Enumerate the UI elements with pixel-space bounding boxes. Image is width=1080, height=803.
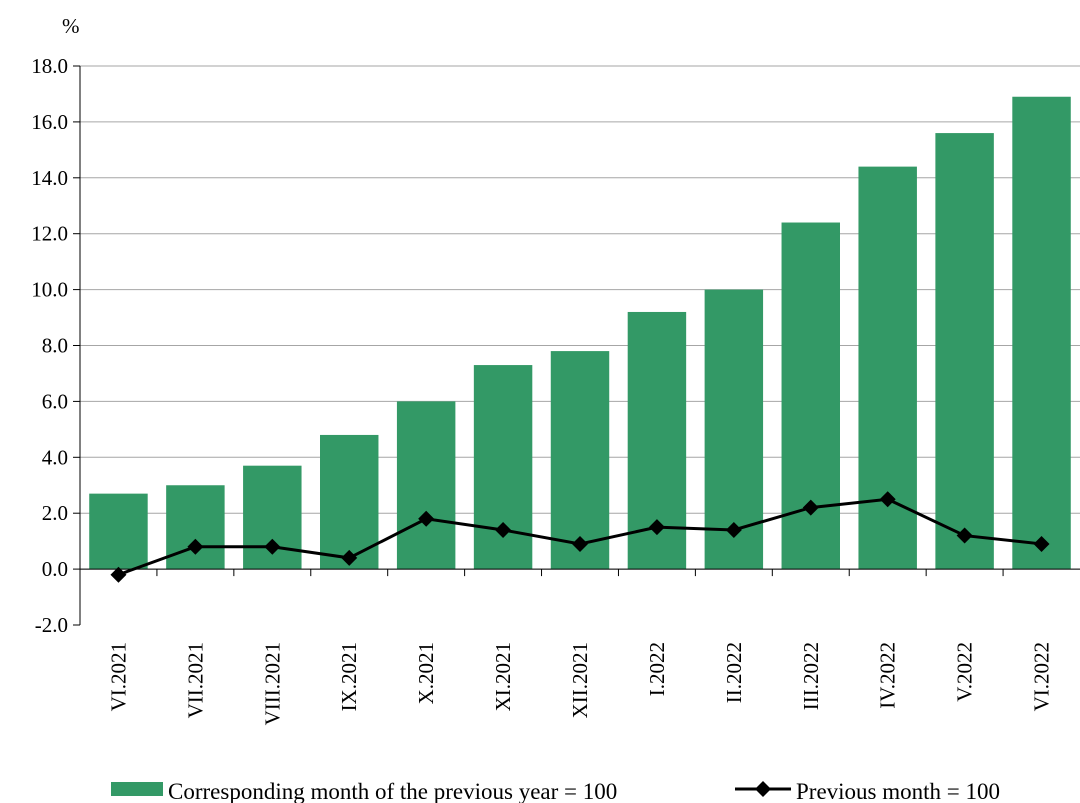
line-point bbox=[110, 566, 127, 583]
bar bbox=[550, 351, 610, 570]
y-tick-label: 14.0 bbox=[31, 166, 68, 190]
x-tick-label: VIII.2021 bbox=[260, 642, 284, 725]
y-tick-label: 16.0 bbox=[31, 110, 68, 134]
line-point bbox=[418, 510, 435, 527]
legend-bar-swatch bbox=[111, 782, 163, 796]
x-tick-label: I.2022 bbox=[645, 642, 669, 696]
y-tick-label: -2.0 bbox=[35, 613, 68, 637]
line-point bbox=[1033, 535, 1050, 552]
line-point bbox=[341, 549, 358, 566]
line-point bbox=[802, 499, 819, 516]
axes bbox=[79, 66, 1080, 625]
legend: Corresponding month of the previous year… bbox=[111, 779, 1000, 803]
y-tick-label: 18.0 bbox=[31, 54, 68, 78]
x-tick-label: XII.2021 bbox=[568, 642, 592, 718]
y-tick-label: 12.0 bbox=[31, 222, 68, 246]
y-tick-labels: -2.0 0.0 2.0 4.0 6.0 8.0 10.0 12.0 14.0 16.0 18.0 bbox=[31, 54, 68, 637]
x-tick-label: VI.2021 bbox=[106, 642, 130, 711]
bar bbox=[935, 133, 994, 570]
legend-bar-label: Corresponding month of the previous year… bbox=[168, 779, 617, 803]
legend-line-label: Previous month = 100 bbox=[796, 779, 1000, 803]
y-tick-label: 4.0 bbox=[42, 445, 68, 469]
line-point bbox=[725, 521, 742, 538]
line-point bbox=[956, 527, 973, 544]
x-tick-label: IV.2022 bbox=[876, 642, 900, 709]
x-tick-label: XI.2021 bbox=[491, 642, 515, 711]
bar bbox=[89, 493, 148, 570]
line-point bbox=[879, 491, 896, 508]
bar bbox=[781, 222, 840, 570]
x-tick-label: IX.2021 bbox=[337, 642, 361, 711]
x-tick-label: X.2021 bbox=[414, 642, 438, 704]
y-unit-label: % bbox=[62, 14, 80, 38]
bar bbox=[166, 485, 225, 570]
y-tick-label: 0.0 bbox=[42, 557, 68, 581]
x-tick-label: II.2022 bbox=[722, 642, 746, 703]
x-tick-labels: VI.2021 VII.2021 VIII.2021 IX.2021 X.2021 XI.… bbox=[106, 642, 1053, 725]
x-tick-label: VI.2022 bbox=[1030, 642, 1054, 711]
x-tick-label: III.2022 bbox=[799, 642, 823, 710]
legend-line-marker bbox=[755, 781, 771, 797]
bar-series bbox=[89, 96, 1071, 570]
line-point bbox=[187, 538, 204, 555]
line-point bbox=[648, 519, 665, 536]
line-series bbox=[110, 491, 1050, 583]
y-tick-label: 8.0 bbox=[42, 334, 68, 358]
line-point bbox=[495, 521, 512, 538]
bar bbox=[473, 365, 533, 570]
x-tick-label: VII.2021 bbox=[183, 642, 207, 718]
y-tick-label: 6.0 bbox=[42, 389, 68, 413]
bar bbox=[396, 401, 456, 570]
y-tick-label: 2.0 bbox=[42, 501, 68, 525]
line-point bbox=[572, 535, 588, 552]
line-point bbox=[264, 538, 281, 555]
y-tick-label: 10.0 bbox=[31, 278, 68, 302]
x-tick-label: V.2022 bbox=[953, 642, 977, 702]
bar bbox=[1012, 96, 1071, 570]
